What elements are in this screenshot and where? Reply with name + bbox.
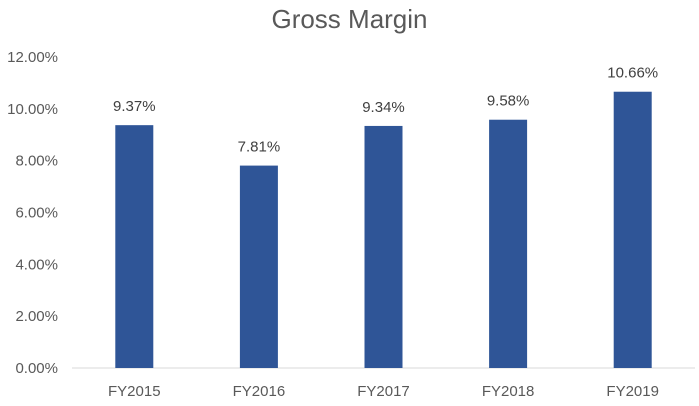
y-tick-label: 12.00%: [7, 49, 58, 66]
data-label: 9.34%: [362, 99, 405, 116]
chart-title: Gross Margin: [271, 4, 428, 34]
x-tick-label: FY2017: [357, 383, 410, 400]
y-tick-label: 8.00%: [15, 153, 58, 170]
x-tick-label: FY2018: [482, 383, 535, 400]
bar: [613, 91, 652, 368]
data-label: 9.58%: [487, 93, 530, 110]
bar: [239, 165, 278, 368]
data-label: 7.81%: [238, 139, 281, 156]
y-tick-label: 10.00%: [7, 101, 58, 118]
x-tick-label: FY2015: [108, 383, 161, 400]
data-label: 10.66%: [607, 65, 658, 82]
x-tick-label: FY2019: [606, 383, 659, 400]
bar: [115, 125, 154, 369]
y-tick-label: 4.00%: [15, 256, 58, 273]
y-tick-label: 6.00%: [15, 205, 58, 222]
y-tick-label: 0.00%: [15, 360, 58, 377]
bar: [489, 119, 528, 369]
bar: [364, 125, 403, 369]
y-tick-label: 2.00%: [15, 308, 58, 325]
x-tick-label: FY2016: [233, 383, 286, 400]
data-label: 9.37%: [113, 98, 156, 115]
